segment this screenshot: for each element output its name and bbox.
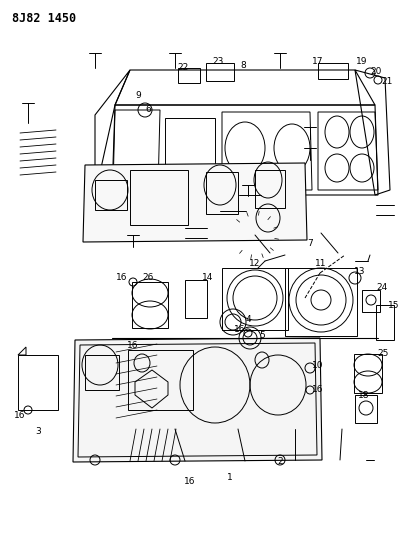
Text: 19: 19 xyxy=(356,58,368,67)
Polygon shape xyxy=(73,338,322,462)
Text: 10: 10 xyxy=(312,361,324,370)
Text: 22: 22 xyxy=(178,63,189,72)
Bar xyxy=(255,170,285,208)
Bar xyxy=(85,355,119,390)
Text: 6: 6 xyxy=(145,106,151,115)
Text: 17: 17 xyxy=(312,58,324,67)
Text: 16: 16 xyxy=(116,273,128,282)
Bar xyxy=(318,63,348,79)
Text: 11: 11 xyxy=(315,260,327,269)
Text: 2: 2 xyxy=(277,457,283,466)
Text: 24: 24 xyxy=(376,284,387,293)
Bar xyxy=(128,350,193,410)
Text: 20: 20 xyxy=(370,68,382,77)
Bar xyxy=(285,268,357,336)
Text: 5: 5 xyxy=(259,332,265,341)
Text: 9: 9 xyxy=(135,91,141,100)
Text: 8J82 1450: 8J82 1450 xyxy=(12,12,76,25)
Text: 16: 16 xyxy=(234,326,246,335)
Bar xyxy=(355,395,377,423)
Text: 3: 3 xyxy=(35,427,41,437)
Text: 25: 25 xyxy=(377,349,389,358)
Text: 13: 13 xyxy=(354,268,366,277)
Polygon shape xyxy=(83,163,307,242)
Text: 16: 16 xyxy=(127,341,139,350)
Bar xyxy=(206,172,238,214)
Text: 16: 16 xyxy=(312,385,324,394)
Text: 8: 8 xyxy=(240,61,246,69)
Text: 23: 23 xyxy=(212,58,224,67)
Text: 16: 16 xyxy=(14,410,26,419)
Text: 21: 21 xyxy=(381,77,393,86)
Bar xyxy=(376,305,394,340)
Bar xyxy=(95,180,127,210)
Text: 7: 7 xyxy=(307,238,313,247)
Text: 18: 18 xyxy=(358,392,370,400)
Bar xyxy=(362,290,380,312)
Text: 12: 12 xyxy=(249,260,261,269)
Bar xyxy=(185,280,207,318)
Bar xyxy=(222,268,288,330)
Text: 1: 1 xyxy=(227,473,233,482)
Bar xyxy=(130,170,188,225)
Text: 16: 16 xyxy=(184,478,196,487)
Text: 4: 4 xyxy=(245,316,251,325)
Text: 15: 15 xyxy=(388,301,399,310)
Bar xyxy=(206,63,234,81)
Text: 14: 14 xyxy=(202,273,214,282)
Text: 26: 26 xyxy=(142,273,154,282)
Bar xyxy=(178,68,200,83)
